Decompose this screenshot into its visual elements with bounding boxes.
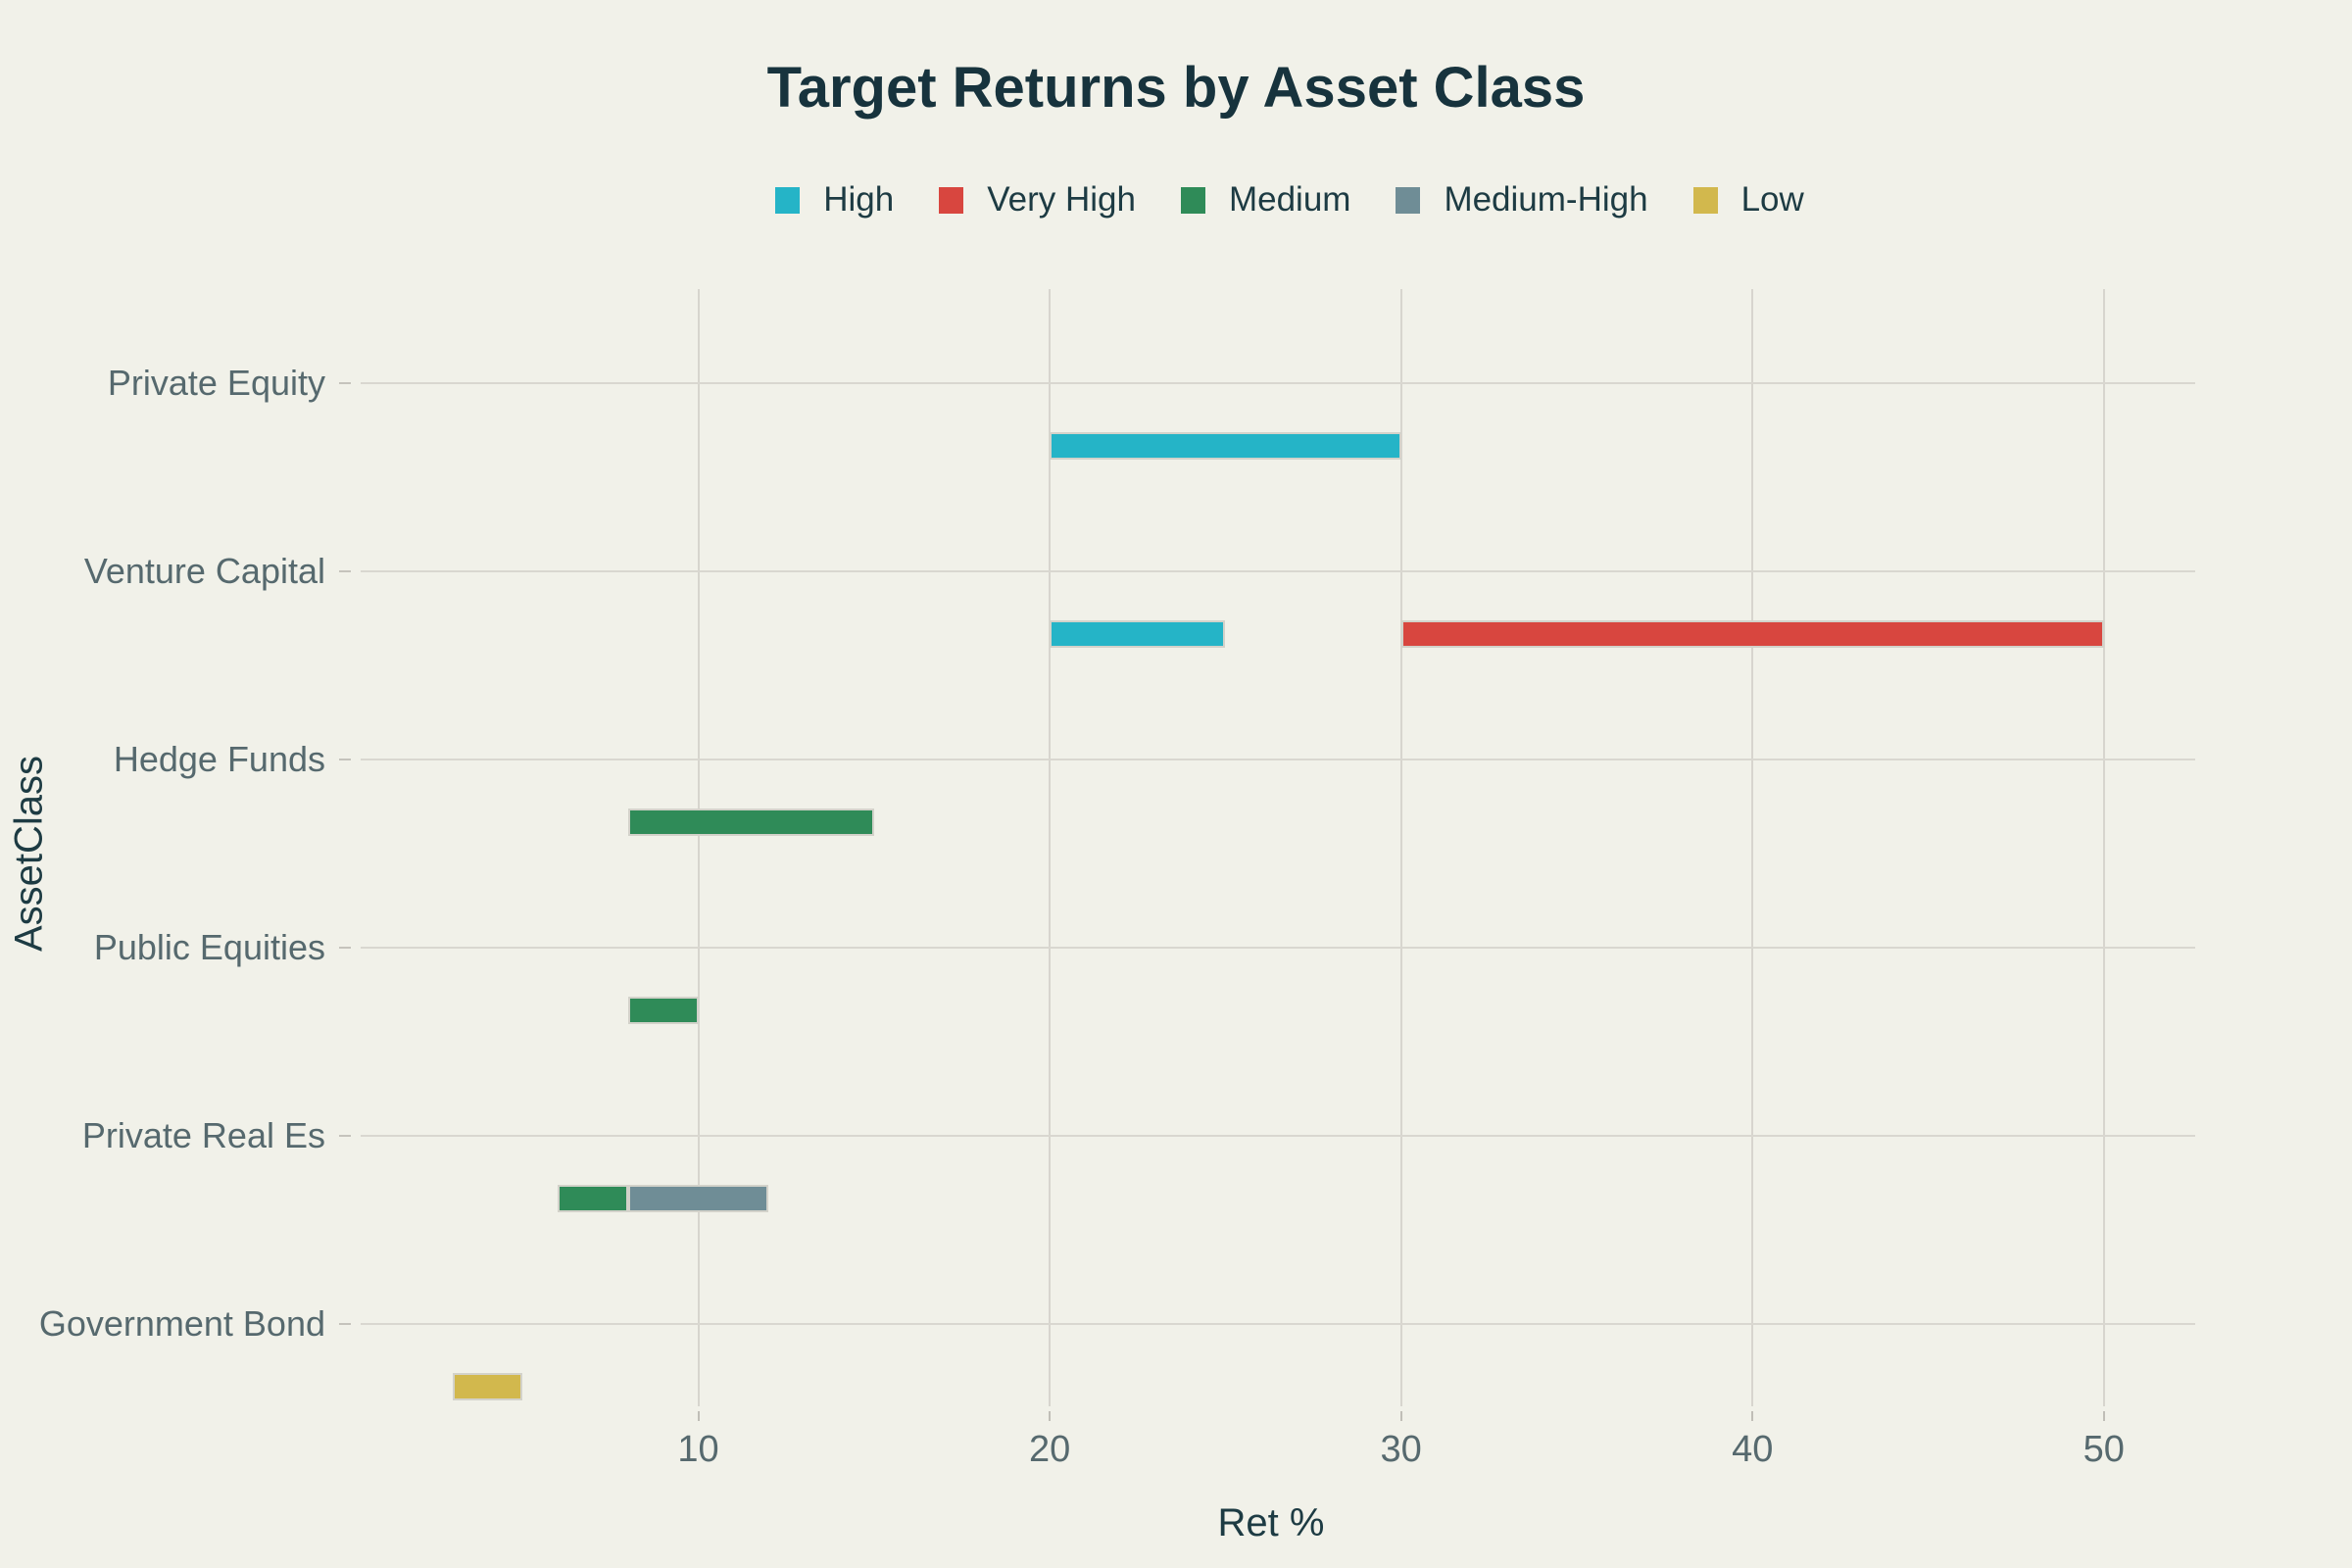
legend-label: Very High xyxy=(987,180,1136,219)
legend-item-medium-high[interactable]: Medium-High xyxy=(1396,180,1648,220)
x-tick-mark xyxy=(1399,1411,1402,1421)
y-tick-label-private-real-es: Private Real Es xyxy=(81,1115,325,1155)
legend-item-low[interactable]: Low xyxy=(1692,180,1804,220)
y-axis-title: AssetClass xyxy=(7,755,51,953)
h-gridline xyxy=(361,1135,2195,1137)
chart-title: Target Returns by Asset Class xyxy=(766,56,1586,120)
v-gridline xyxy=(697,289,700,1406)
y-tick-mark xyxy=(339,1323,351,1325)
x-tick-label: 20 xyxy=(1028,1429,1071,1470)
x-tick-label: 50 xyxy=(2082,1429,2125,1470)
h-gridline xyxy=(361,382,2195,384)
legend: High Very High Medium Medium-High Low xyxy=(0,180,2352,220)
legend-item-very-high[interactable]: Very High xyxy=(939,180,1136,220)
legend-swatch-very-high xyxy=(939,186,964,214)
y-tick-label-private-equity: Private Equity xyxy=(107,363,325,403)
bar-government-bond-low[interactable] xyxy=(452,1373,523,1400)
h-gridline xyxy=(361,570,2195,572)
legend-label: Low xyxy=(1740,180,1804,219)
legend-swatch-low xyxy=(1692,186,1718,214)
x-tick-label: 30 xyxy=(1380,1429,1422,1470)
x-tick-mark xyxy=(697,1411,700,1421)
x-axis-title: Ret % xyxy=(1217,1501,1325,1544)
v-gridline xyxy=(2102,289,2105,1406)
bar-private-equity-high[interactable] xyxy=(1050,432,1401,460)
bar-private-real-es-medium-high[interactable] xyxy=(627,1185,769,1212)
bar-private-real-es-medium[interactable] xyxy=(558,1185,628,1212)
y-tick-mark xyxy=(339,570,351,572)
x-tick-label: 10 xyxy=(677,1429,719,1470)
y-tick-mark xyxy=(339,382,351,384)
legend-label: Medium-High xyxy=(1444,180,1648,219)
legend-swatch-medium xyxy=(1180,186,1205,214)
v-gridline xyxy=(1399,289,1402,1406)
y-tick-label-hedge-funds: Hedge Funds xyxy=(113,739,325,779)
v-gridline xyxy=(1049,289,1052,1406)
y-tick-label-venture-capital: Venture Capital xyxy=(83,551,325,591)
legend-item-high[interactable]: High xyxy=(775,180,894,220)
v-gridline xyxy=(1751,289,1754,1406)
h-gridline xyxy=(361,947,2195,949)
bar-venture-capital-very-high[interactable] xyxy=(1400,620,2104,648)
y-tick-label-government-bond: Government Bond xyxy=(38,1303,325,1344)
y-tick-mark xyxy=(339,1135,351,1137)
legend-swatch-medium-high xyxy=(1396,186,1421,214)
x-tick-label: 40 xyxy=(1732,1429,1774,1470)
plot-area: 10 20 30 40 50 Private Equity Venture Capital H… xyxy=(39,289,2195,1470)
legend-label: Medium xyxy=(1228,180,1351,219)
legend-label: High xyxy=(823,180,895,219)
h-gridline xyxy=(361,759,2195,760)
x-tick-mark xyxy=(2102,1411,2105,1421)
h-gridline xyxy=(361,1323,2195,1325)
y-tick-label-public-equities: Public Equities xyxy=(93,927,325,967)
bar-public-equities-medium[interactable] xyxy=(627,997,699,1024)
y-tick-mark xyxy=(339,947,351,949)
x-tick-mark xyxy=(1049,1411,1052,1421)
bar-venture-capital-high[interactable] xyxy=(1050,620,1226,648)
bar-hedge-funds-medium[interactable] xyxy=(627,808,874,836)
x-tick-mark xyxy=(1751,1411,1754,1421)
legend-item-medium[interactable]: Medium xyxy=(1180,180,1351,220)
legend-swatch-high xyxy=(775,186,801,214)
y-tick-mark xyxy=(339,759,351,760)
